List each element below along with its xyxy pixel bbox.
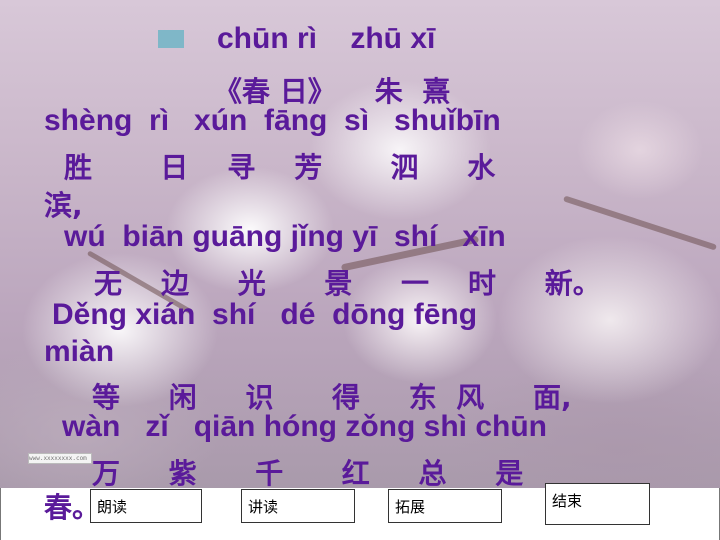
blossom-background — [0, 0, 720, 488]
poem-line-pinyin: wú biān guāng jǐng yī shí xīn — [64, 220, 506, 253]
end-button[interactable]: 结束 — [545, 483, 650, 525]
poem-line-pinyin: Děng xián shí dé dōng fēng — [52, 298, 478, 331]
branch-decoration — [562, 195, 718, 251]
poem-line-hanzi: 无 边 光 景 一 时 新。 — [94, 267, 601, 300]
poem-line-hanzi: 万 紫 千 红 总 是 — [92, 457, 524, 490]
read-aloud-button[interactable]: 朗读 — [90, 489, 202, 523]
poem-line-hanzi: 滨, — [44, 189, 83, 222]
explain-button[interactable]: 讲读 — [241, 489, 355, 523]
poem-line-pinyin: wàn zǐ qiān hóng zǒng shì chūn — [62, 410, 547, 443]
poem-line-pinyin: shèng rì xún fāng sì shuǐbīn — [44, 104, 501, 137]
bullet-square-icon — [158, 30, 184, 48]
poem-line-hanzi: 胜 日 寻 芳 泗 水 — [64, 151, 496, 184]
title-hanzi: 《春 日》 朱 熹 — [214, 75, 451, 108]
title-pinyin: chūn rì zhū xī — [217, 22, 436, 55]
expand-button[interactable]: 拓展 — [388, 489, 502, 523]
poem-line-hanzi: 春。 — [44, 491, 101, 524]
poem-line-hanzi: 等 闲 识 得 东 风 面, — [92, 381, 572, 414]
divider — [0, 488, 1, 540]
poem-line-pinyin: miàn — [44, 335, 115, 368]
watermark-logo: www.xxxxxxxx.com — [28, 453, 92, 464]
